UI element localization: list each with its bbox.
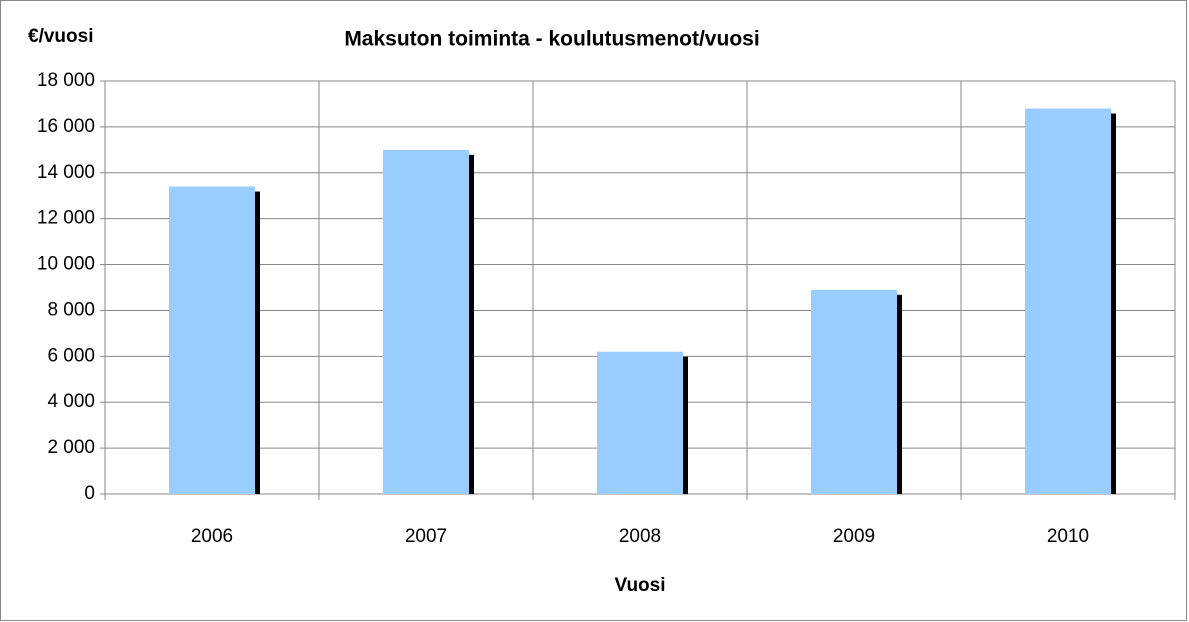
y-tick-label: 6 000 xyxy=(47,345,95,366)
bar xyxy=(811,289,897,494)
x-tick-label: 2007 xyxy=(405,526,447,547)
y-tick-label: 4 000 xyxy=(47,391,95,412)
bar xyxy=(1025,108,1111,495)
y-tick-label: 12 000 xyxy=(37,208,95,229)
bar xyxy=(169,186,255,495)
x-tick-label: 2008 xyxy=(619,526,661,547)
y-tick-label: 18 000 xyxy=(37,70,95,91)
y-tick-label: 16 000 xyxy=(37,116,95,137)
x-tick-label: 2006 xyxy=(191,526,233,547)
y-tick-label: 14 000 xyxy=(37,162,95,183)
chart-title: Maksuton toiminta - koulutusmenot/vuosi xyxy=(344,28,759,51)
bar xyxy=(597,351,683,494)
y-tick-label: 2 000 xyxy=(47,437,95,458)
x-tick-label: 2010 xyxy=(1047,526,1089,547)
y-tick-label: 10 000 xyxy=(37,254,95,275)
x-tick-label: 2009 xyxy=(833,526,875,547)
bar xyxy=(383,149,469,495)
y-tick-label: 0 xyxy=(84,483,95,504)
x-axis-title: Vuosi xyxy=(614,575,665,596)
y-axis-title: €/vuosi xyxy=(28,26,93,47)
y-tick-label: 8 000 xyxy=(47,299,95,320)
